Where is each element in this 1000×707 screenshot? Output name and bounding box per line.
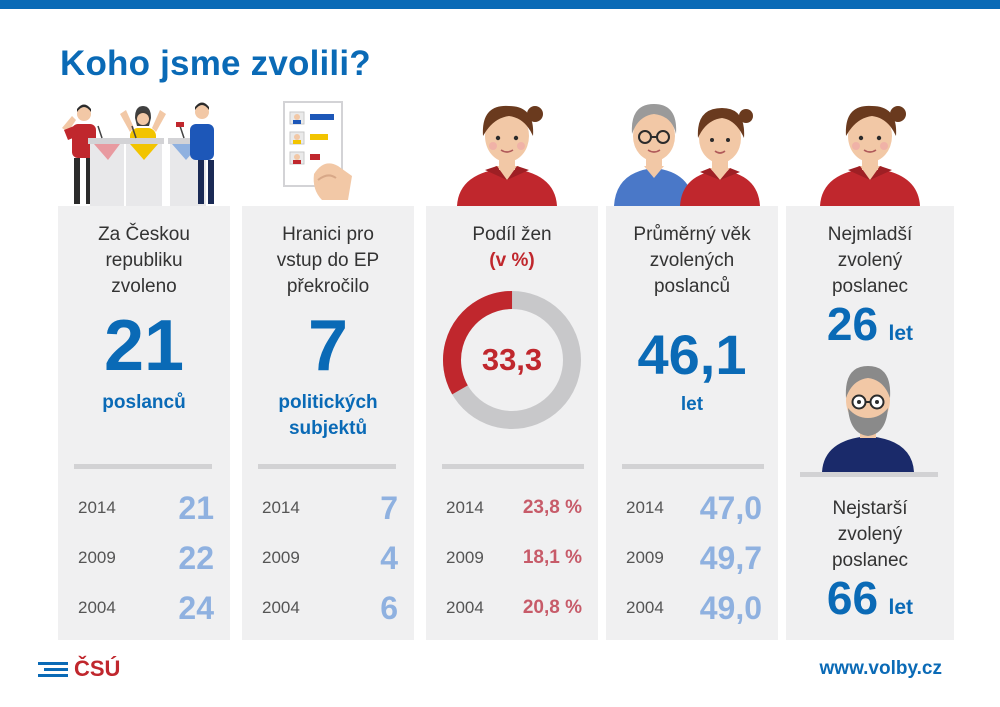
history-row: 2009 49,7 xyxy=(626,540,762,580)
parties-unit-line-1: politických xyxy=(278,392,378,413)
history-row: 2014 21 xyxy=(78,490,214,530)
parties-value: 7 xyxy=(307,306,349,386)
oldest-heading-line-2: zvolený xyxy=(837,524,903,545)
history-year: 2009 xyxy=(262,548,300,567)
divider xyxy=(74,464,212,469)
youngest-heading-line-1: Nejmladší xyxy=(827,224,913,245)
oldest-age: 66 let xyxy=(786,572,954,624)
candidates-podium-icon xyxy=(62,102,214,206)
history-row: 2014 23,8 % xyxy=(446,490,582,530)
ballot-hand-icon xyxy=(283,101,352,200)
history-value: 23,8 % xyxy=(522,497,582,518)
logo-text: ČSÚ xyxy=(74,656,121,681)
history-row: 2009 22 xyxy=(78,540,214,580)
history-value: 7 xyxy=(380,490,398,526)
history-row: 2004 24 xyxy=(78,590,214,630)
women-heading-unit: (v %) xyxy=(489,250,535,271)
history-row: 2009 4 xyxy=(262,540,398,580)
csu-logo: ČSÚ xyxy=(38,656,138,682)
youngest-unit: let xyxy=(888,322,914,345)
women-heading: Podíl žen xyxy=(472,224,552,245)
couple-icon xyxy=(614,104,760,206)
panel-parties: Hranici pro vstup do EP překročilo 7 pol… xyxy=(242,206,414,640)
deputies-unit: poslanců xyxy=(102,392,186,413)
panel-average-age: Průměrný věk zvolených poslanců 46,1 let… xyxy=(606,206,778,640)
age-unit: let xyxy=(680,394,704,415)
history-value: 47,0 xyxy=(699,490,762,526)
history-year: 2009 xyxy=(78,548,116,567)
history-row: 2004 6 xyxy=(262,590,398,630)
history-value: 24 xyxy=(178,590,214,626)
top-bar xyxy=(0,0,1000,9)
oldest-deputy-icon xyxy=(822,366,914,472)
women-value: 33,3 xyxy=(481,342,543,377)
history-value: 20,8 % xyxy=(522,597,582,618)
deputies-heading-line-2: republiku xyxy=(105,250,183,271)
history-year: 2009 xyxy=(626,548,664,567)
divider xyxy=(442,464,584,469)
divider xyxy=(258,464,396,469)
oldest-unit: let xyxy=(888,596,914,619)
website-link[interactable]: www.volby.cz xyxy=(819,658,942,679)
history-row: 2014 7 xyxy=(262,490,398,530)
logo-lines-icon xyxy=(38,662,68,677)
youngest-age: 26 let xyxy=(786,298,954,350)
history-row: 2014 47,0 xyxy=(626,490,762,530)
woman-icon xyxy=(457,105,557,206)
youngest-value: 26 xyxy=(826,298,879,350)
history-value: 6 xyxy=(380,590,398,626)
women-share-donut xyxy=(442,291,581,429)
history-value: 18,1 % xyxy=(522,547,582,568)
parties-unit-line-2: subjektů xyxy=(288,418,368,439)
age-heading-line-1: Průměrný věk xyxy=(633,224,751,245)
history-row: 2004 49,0 xyxy=(626,590,762,630)
panel-deputies: Za Českou republiku zvoleno 21 poslanců … xyxy=(58,206,230,640)
youngest-heading-line-3: poslanec xyxy=(831,276,909,297)
history-row: 2009 18,1 % xyxy=(446,540,582,580)
age-heading-line-3: poslanců xyxy=(653,276,731,297)
history-year: 2004 xyxy=(446,598,484,617)
panel-extremes: Nejmladší zvolený poslanec 26 let Nejsta… xyxy=(786,206,954,640)
history-value: 21 xyxy=(178,490,214,526)
history-year: 2014 xyxy=(78,498,116,517)
history-value: 4 xyxy=(380,540,398,576)
deputies-heading-line-3: zvoleno xyxy=(111,276,177,297)
deputies-heading-line-1: Za Českou xyxy=(98,224,190,245)
panel-women: Podíl žen (v %) 33,3 2014 23,8 % 2009 18… xyxy=(426,206,598,640)
age-value: 46,1 xyxy=(637,323,747,386)
page-title: Koho jsme zvolili? xyxy=(60,44,371,83)
age-heading-line-2: zvolených xyxy=(649,250,735,271)
divider xyxy=(800,472,938,477)
history-year: 2004 xyxy=(78,598,116,617)
history-year: 2014 xyxy=(446,498,484,517)
history-value: 49,7 xyxy=(699,540,762,576)
oldest-heading-line-3: poslanec xyxy=(831,550,909,571)
history-year: 2004 xyxy=(626,598,664,617)
history-value: 22 xyxy=(178,540,214,576)
deputies-value: 21 xyxy=(103,306,185,386)
history-row: 2004 20,8 % xyxy=(446,590,582,630)
parties-heading-line-3: překročilo xyxy=(286,276,370,297)
history-year: 2009 xyxy=(446,548,484,567)
parties-heading-line-1: Hranici pro xyxy=(282,224,374,245)
youngest-deputy-icon xyxy=(820,105,920,206)
history-year: 2014 xyxy=(262,498,300,517)
history-year: 2014 xyxy=(626,498,664,517)
history-year: 2004 xyxy=(262,598,300,617)
oldest-heading-line-1: Nejstarší xyxy=(832,498,908,519)
history-value: 49,0 xyxy=(699,590,762,626)
divider xyxy=(622,464,764,469)
parties-heading-line-2: vstup do EP xyxy=(276,250,380,271)
oldest-value: 66 xyxy=(826,572,879,624)
youngest-heading-line-2: zvolený xyxy=(837,250,903,271)
